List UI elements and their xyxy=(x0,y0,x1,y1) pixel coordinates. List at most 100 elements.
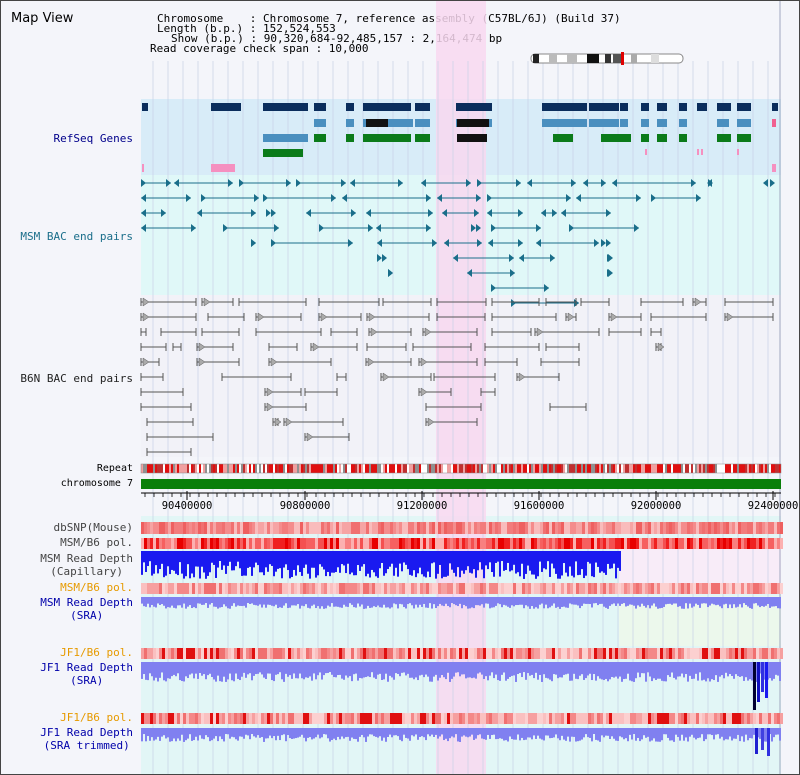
repeat-block xyxy=(269,464,271,473)
jf1-b6-pol-cell xyxy=(300,648,303,659)
repeat-block xyxy=(327,464,329,473)
msm-sra-depth-bar xyxy=(387,597,389,608)
axis-tick-label: 90800000 xyxy=(279,500,331,512)
msm-b6-pol-2-cell xyxy=(312,583,315,594)
msm-depth-capillary-label[interactable]: MSM Read Depth (Capillary) xyxy=(40,552,133,578)
jf1-b6-pol-cell xyxy=(636,648,639,659)
dbsnp-cell xyxy=(183,522,186,534)
msm-b6-pol-track-label[interactable]: MSM/B6 pol. xyxy=(60,536,133,549)
msm-bac-track-label[interactable]: MSM BAC end pairs xyxy=(20,230,133,243)
msm-sra-depth-bar xyxy=(481,597,483,605)
dbsnp-cell xyxy=(780,522,783,534)
msm-capillary-depth-bar xyxy=(261,551,263,573)
gene-marker xyxy=(697,149,699,155)
msm-sra-depth-bar xyxy=(427,597,429,608)
msm-b6-pol-cell xyxy=(159,538,162,549)
jf1-b6-pol-2-track-label[interactable]: JF1/B6 pol. xyxy=(60,711,133,724)
msm-b6-pol-2-cell xyxy=(765,583,768,594)
bac-end-marker xyxy=(488,239,493,247)
msm-b6-pol-cell xyxy=(204,538,207,549)
msm-sra-depth-bar xyxy=(551,597,553,606)
dbsnp-cell xyxy=(630,522,633,534)
gene-block xyxy=(363,103,411,111)
repeat-block xyxy=(185,464,187,473)
msm-sra-depth-bar xyxy=(361,597,363,605)
bac-end-marker xyxy=(274,224,279,232)
msm-sra-depth-bar xyxy=(255,597,257,606)
msm-capillary-depth-bar xyxy=(517,551,519,573)
dbsnp-cell xyxy=(582,522,585,534)
repeat-block xyxy=(531,464,533,473)
dbsnp-cell xyxy=(279,522,282,534)
msm-b6-pol-cell xyxy=(558,538,561,549)
msm-b6-pol-cell xyxy=(363,538,366,549)
jf1-trimmed-depth-bar xyxy=(189,728,191,735)
msm-capillary-depth-bar xyxy=(551,551,553,564)
msm-b6-pol-2-cell xyxy=(288,583,291,594)
msm-b6-pol-2-cell xyxy=(435,583,438,594)
msm-capillary-depth-bar xyxy=(573,551,575,578)
jf1-trimmed-depth-bar xyxy=(393,728,395,736)
jf1-trimmed-depth-bar xyxy=(269,728,271,736)
dbsnp-cell xyxy=(681,522,684,534)
msm-b6-pol-2-track-label[interactable]: MSM/B6 pol. xyxy=(60,581,133,594)
msm-sra-depth-bar xyxy=(645,597,647,608)
jf1-sra-depth-bar xyxy=(677,662,679,677)
jf1-trimmed-depth-bar xyxy=(747,728,749,741)
msm-sra-depth-bar xyxy=(347,597,349,607)
jf1-b6-pol-cell xyxy=(735,648,738,659)
bac-end-marker xyxy=(366,209,371,217)
bac-end-marker xyxy=(376,224,381,232)
repeat-block xyxy=(193,464,195,473)
jf1-b6-pol-cell xyxy=(654,648,657,659)
msm-b6-pol-2-cell xyxy=(267,583,270,594)
jf1-sra-depth-bar xyxy=(163,662,165,681)
msm-sra-depth-bar xyxy=(267,597,269,605)
jf1-sra-depth-bar xyxy=(727,662,729,677)
jf1-b6-pol-cell xyxy=(522,648,525,659)
jf1-b6-pol-cell xyxy=(555,648,558,659)
msm-b6-pol-2-cell xyxy=(270,583,273,594)
jf1-trimmed-depth-bar xyxy=(213,728,215,739)
dbsnp-track-label[interactable]: dbSNP(Mouse) xyxy=(53,521,133,534)
jf1-b6-pol-cell xyxy=(258,648,261,659)
msm-capillary-depth-bar xyxy=(373,551,375,573)
msm-depth-sra-label[interactable]: MSM Read Depth (SRA) xyxy=(40,596,133,622)
refseq-genes-track-label[interactable]: RefSeq Genes xyxy=(53,132,133,145)
msm-sra-depth-bar xyxy=(175,597,177,609)
repeat-block xyxy=(637,464,639,473)
jf1-b6-pol-2-cell xyxy=(648,713,651,724)
jf1-b6-pol-cell xyxy=(315,648,318,659)
msm-b6-pol-2-cell xyxy=(297,583,300,594)
jf1-sra-depth-bar xyxy=(355,662,357,674)
msm-b6-pol-cell xyxy=(279,538,282,549)
jf1-depth-sra-label[interactable]: JF1 Read Depth (SRA) xyxy=(40,661,133,687)
jf1-sra-depth-bar xyxy=(657,662,659,679)
msm-b6-pol-cell xyxy=(555,538,558,549)
msm-sra-depth-bar xyxy=(303,597,305,607)
dbsnp-cell xyxy=(639,522,642,534)
dbsnp-cell xyxy=(546,522,549,534)
dbsnp-cell xyxy=(762,522,765,534)
jf1-b6-pol-track-label[interactable]: JF1/B6 pol. xyxy=(60,646,133,659)
msm-b6-pol-2-cell xyxy=(294,583,297,594)
jf1-trimmed-depth-bar xyxy=(771,728,773,742)
dbsnp-cell xyxy=(420,522,423,534)
jf1-depth-trimmed-label[interactable]: JF1 Read Depth (SRA trimmed) xyxy=(40,726,133,752)
dbsnp-cell xyxy=(564,522,567,534)
jf1-trimmed-depth-bar xyxy=(217,728,219,742)
msm-b6-pol-2-cell xyxy=(609,583,612,594)
jf1-sra-depth-bar xyxy=(367,662,369,677)
bac-end-marker xyxy=(566,194,571,202)
jf1-b6-pol-cell xyxy=(183,648,186,659)
msm-b6-pol-2-cell xyxy=(165,583,168,594)
repeat-block xyxy=(739,464,741,473)
repeat-block xyxy=(403,464,405,473)
msm-sra-depth-bar xyxy=(325,597,327,609)
jf1-sra-depth-bar xyxy=(485,662,487,677)
jf1-b6-pol-cell xyxy=(435,648,438,659)
repeat-block xyxy=(439,464,441,473)
b6n-bac-track-label[interactable]: B6N BAC end pairs xyxy=(20,372,133,385)
msm-b6-pol-cell xyxy=(648,538,651,549)
